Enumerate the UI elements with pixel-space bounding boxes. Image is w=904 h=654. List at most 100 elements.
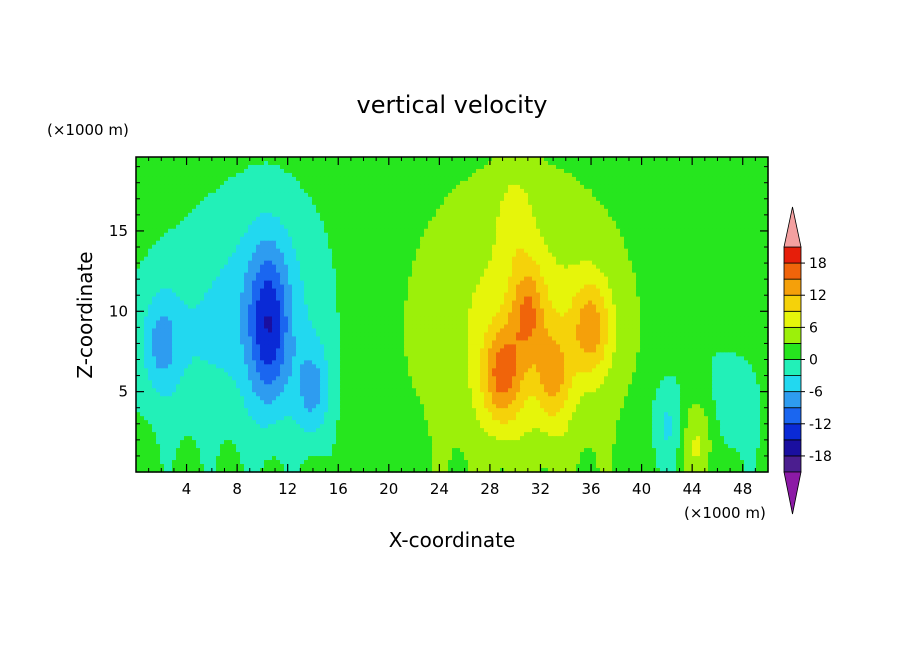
heatmap-cell xyxy=(328,192,333,198)
heatmap-cell xyxy=(640,264,645,270)
heatmap-cell xyxy=(384,168,389,174)
heatmap-cell xyxy=(292,240,297,246)
heatmap-cell xyxy=(540,232,545,238)
heatmap-cell xyxy=(464,228,469,234)
heatmap-cell xyxy=(620,212,625,218)
heatmap-cell xyxy=(580,180,585,186)
heatmap-cell xyxy=(484,256,489,262)
heatmap-cell xyxy=(316,248,321,254)
heatmap-cell xyxy=(756,168,761,174)
heatmap-cell xyxy=(296,244,301,250)
heatmap-cell xyxy=(616,216,621,222)
heatmap-cell xyxy=(712,272,717,278)
heatmap-cell xyxy=(584,176,589,182)
heatmap-cell xyxy=(504,160,509,166)
heatmap-cell xyxy=(412,200,417,206)
heatmap-cell xyxy=(620,232,625,238)
heatmap-cell xyxy=(452,280,457,286)
heatmap-cell xyxy=(536,176,541,182)
heatmap-cell xyxy=(708,212,713,218)
heatmap-cell xyxy=(368,160,373,166)
heatmap-cell xyxy=(520,160,525,166)
heatmap-cell xyxy=(708,176,713,182)
heatmap-cell xyxy=(696,160,701,166)
heatmap-cell xyxy=(324,212,329,218)
heatmap-cell xyxy=(536,260,541,266)
heatmap-cell xyxy=(192,228,197,234)
heatmap-cell xyxy=(744,256,749,262)
heatmap-cell xyxy=(712,184,717,190)
heatmap-cell xyxy=(556,264,561,270)
heatmap-cell xyxy=(704,204,709,210)
heatmap-cell xyxy=(640,204,645,210)
heatmap-cell xyxy=(228,264,233,270)
heatmap-cell xyxy=(176,160,181,166)
heatmap-cell xyxy=(376,248,381,254)
heatmap-cell xyxy=(588,224,593,230)
heatmap-cell xyxy=(384,276,389,282)
heatmap-cell xyxy=(700,172,705,178)
heatmap-cell xyxy=(632,256,637,262)
heatmap-cell xyxy=(452,216,457,222)
heatmap-cell xyxy=(752,172,757,178)
heatmap-cell xyxy=(516,220,521,226)
heatmap-cell xyxy=(660,164,665,170)
heatmap-cell xyxy=(176,228,181,234)
heatmap-cell xyxy=(148,264,153,270)
heatmap-cell xyxy=(192,180,197,186)
heatmap-cell xyxy=(596,184,601,190)
heatmap-cell xyxy=(652,256,657,262)
heatmap-cell xyxy=(604,204,609,210)
heatmap-cell xyxy=(520,224,525,230)
heatmap-cell xyxy=(308,256,313,262)
heatmap-cell xyxy=(344,256,349,262)
heatmap-cell xyxy=(516,280,521,286)
heatmap-cell xyxy=(368,172,373,178)
heatmap-cell xyxy=(328,172,333,178)
heatmap-cell xyxy=(296,196,301,202)
heatmap-cell xyxy=(448,204,453,210)
heatmap-cell xyxy=(508,240,513,246)
heatmap-cell xyxy=(588,212,593,218)
heatmap-cell xyxy=(288,276,293,282)
heatmap-cell xyxy=(264,196,269,202)
heatmap-cell xyxy=(160,200,165,206)
heatmap-cell xyxy=(508,200,513,206)
heatmap-cell xyxy=(300,232,305,238)
heatmap-cell xyxy=(176,220,181,226)
heatmap-cell xyxy=(596,240,601,246)
heatmap-cell xyxy=(628,236,633,242)
heatmap-cell xyxy=(564,268,569,274)
heatmap-cell xyxy=(308,160,313,166)
heatmap-cell xyxy=(692,164,697,170)
heatmap-cell xyxy=(540,192,545,198)
heatmap-cell xyxy=(256,188,261,194)
heatmap-cell xyxy=(560,264,565,270)
heatmap-cell xyxy=(652,160,657,166)
heatmap-cell xyxy=(648,204,653,210)
heatmap-cell xyxy=(732,232,737,238)
heatmap-cell xyxy=(580,192,585,198)
heatmap-cell xyxy=(596,196,601,202)
heatmap-cell xyxy=(252,244,257,250)
heatmap-cell xyxy=(152,192,157,198)
heatmap-cell xyxy=(700,196,705,202)
heatmap-cell xyxy=(256,264,261,270)
heatmap-cell xyxy=(364,244,369,250)
heatmap-cell xyxy=(380,244,385,250)
heatmap-cell xyxy=(720,252,725,258)
heatmap-cell xyxy=(348,172,353,178)
heatmap-cell xyxy=(596,212,601,218)
heatmap-cell xyxy=(296,228,301,234)
heatmap-cell xyxy=(724,180,729,186)
heatmap-cell xyxy=(156,212,161,218)
heatmap-cell xyxy=(728,212,733,218)
heatmap-cell xyxy=(584,168,589,174)
heatmap-cell xyxy=(168,272,173,278)
heatmap-cell xyxy=(584,172,589,178)
heatmap-cell xyxy=(552,224,557,230)
heatmap-cell xyxy=(152,216,157,222)
heatmap-cell xyxy=(408,272,413,278)
heatmap-cell xyxy=(304,176,309,182)
heatmap-cell xyxy=(432,252,437,258)
